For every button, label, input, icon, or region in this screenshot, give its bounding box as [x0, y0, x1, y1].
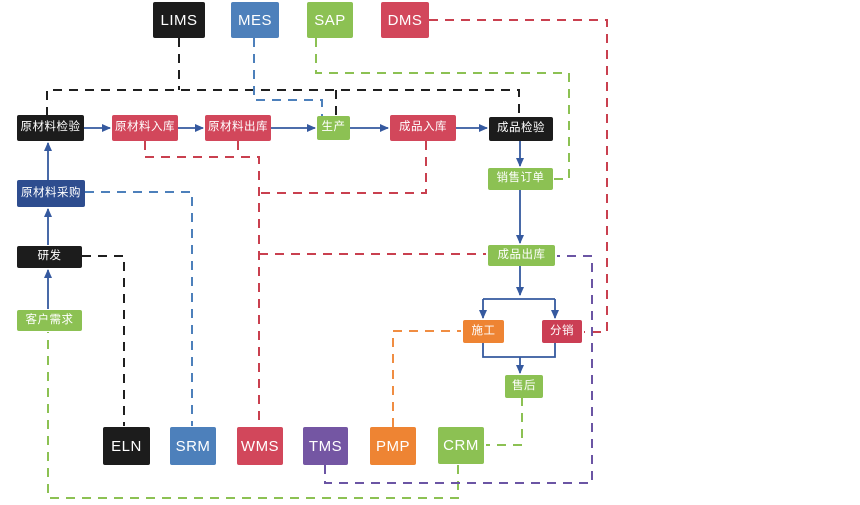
node-label: 原材料检验	[20, 121, 81, 134]
node-lims: LIMS	[153, 2, 205, 38]
node-label: DMS	[387, 11, 423, 29]
node-after-sales: 售后	[505, 375, 543, 398]
edge-wms-fg-inbound-branch	[259, 141, 427, 194]
node-tms: TMS	[303, 427, 348, 465]
node-raw-material-outbound: 原材料出库	[205, 115, 271, 141]
node-eln: ELN	[103, 427, 150, 465]
node-label: 成品检验	[497, 122, 545, 135]
node-crm: CRM	[438, 427, 484, 464]
node-sales-order: 销售订单	[488, 168, 553, 190]
node-label: ELN	[111, 437, 142, 455]
node-mes: MES	[231, 2, 279, 38]
edge-after-sales-to-crm	[486, 397, 523, 446]
node-label: 原材料采购	[21, 186, 81, 199]
node-label: PMP	[375, 437, 410, 455]
edge-sap-to-sales-order	[315, 38, 570, 180]
node-label: 客户需求	[25, 313, 74, 326]
edge-rnd-to-eln	[82, 255, 125, 426]
node-raw-material-inbound: 原材料入库	[112, 115, 178, 141]
node-raw-material-procurement: 原材料采购	[17, 180, 85, 207]
node-construction: 施工	[463, 320, 504, 343]
node-label: LIMS	[160, 11, 198, 29]
node-srm: SRM	[170, 427, 216, 465]
node-wms: WMS	[237, 427, 283, 465]
node-label: 分销	[550, 324, 574, 337]
edge-lims-inspection-bus	[46, 89, 520, 118]
node-label: SAP	[314, 11, 346, 29]
node-label: 研发	[37, 250, 62, 263]
node-pmp: PMP	[370, 427, 416, 465]
node-finished-goods-inbound: 成品入库	[390, 115, 456, 141]
node-finished-goods-inspection: 成品检验	[489, 117, 553, 141]
node-label: 原材料出库	[208, 121, 268, 134]
node-label: WMS	[240, 437, 280, 455]
node-label: 销售订单	[496, 172, 545, 185]
node-finished-goods-outbound: 成品出库	[488, 245, 555, 266]
node-production: 生产	[317, 116, 350, 140]
edge-mes-to-production	[253, 38, 323, 116]
node-distribution: 分销	[542, 320, 582, 343]
node-label: MES	[237, 11, 272, 29]
node-customer-demand: 客户需求	[17, 310, 82, 331]
node-label: 施工	[471, 324, 496, 337]
edge-crm-to-customer-demand	[47, 332, 459, 499]
node-label: 原材料入库	[115, 121, 175, 134]
node-raw-material-inspection: 原材料检验	[17, 115, 84, 141]
edge-dms-to-distribution	[429, 19, 608, 333]
node-research-development: 研发	[17, 246, 82, 268]
node-label: 生产	[321, 121, 346, 134]
node-dms: DMS	[381, 2, 429, 38]
node-label: TMS	[308, 437, 343, 455]
node-label: SRM	[175, 437, 211, 455]
node-label: 成品出库	[497, 248, 546, 261]
edge-procurement-to-srm	[85, 191, 193, 426]
flow-join-bar	[482, 343, 556, 358]
node-label: 售后	[512, 379, 536, 392]
node-label: CRM	[443, 437, 479, 454]
node-sap: SAP	[307, 2, 353, 38]
edge-wms-trunk	[144, 141, 260, 426]
node-label: 成品入库	[399, 121, 447, 134]
edge-pmp-to-construction	[392, 330, 461, 427]
